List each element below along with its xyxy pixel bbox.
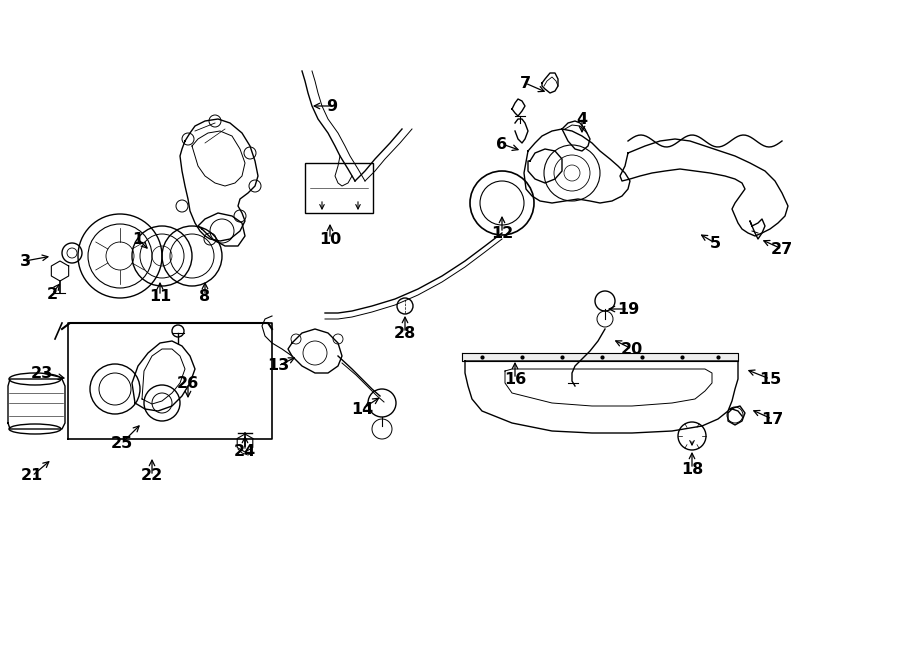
Text: 22: 22 (141, 469, 163, 483)
Text: 9: 9 (327, 98, 338, 114)
Text: 7: 7 (519, 75, 531, 91)
Text: 16: 16 (504, 371, 526, 387)
Text: 21: 21 (21, 469, 43, 483)
Text: 17: 17 (760, 412, 783, 426)
Text: 8: 8 (200, 288, 211, 303)
Text: 26: 26 (177, 375, 199, 391)
Text: 14: 14 (351, 401, 374, 416)
Bar (305, 163, 373, 213)
Text: 11: 11 (148, 288, 171, 303)
Text: 20: 20 (621, 342, 644, 356)
Polygon shape (462, 353, 738, 361)
Text: 13: 13 (267, 358, 289, 373)
Text: 24: 24 (234, 444, 256, 459)
Text: 1: 1 (132, 231, 144, 247)
Text: 10: 10 (319, 231, 341, 247)
Text: 3: 3 (20, 254, 31, 268)
Text: 28: 28 (394, 325, 416, 340)
Text: 4: 4 (576, 112, 588, 126)
Text: 19: 19 (616, 301, 639, 317)
Text: 15: 15 (759, 371, 781, 387)
Text: 18: 18 (681, 461, 703, 477)
Text: 27: 27 (771, 241, 793, 256)
Text: 25: 25 (111, 436, 133, 451)
Text: 5: 5 (709, 235, 721, 251)
Text: 23: 23 (31, 366, 53, 381)
Text: 12: 12 (491, 225, 513, 241)
Text: 6: 6 (497, 137, 508, 151)
Text: 2: 2 (47, 286, 58, 301)
